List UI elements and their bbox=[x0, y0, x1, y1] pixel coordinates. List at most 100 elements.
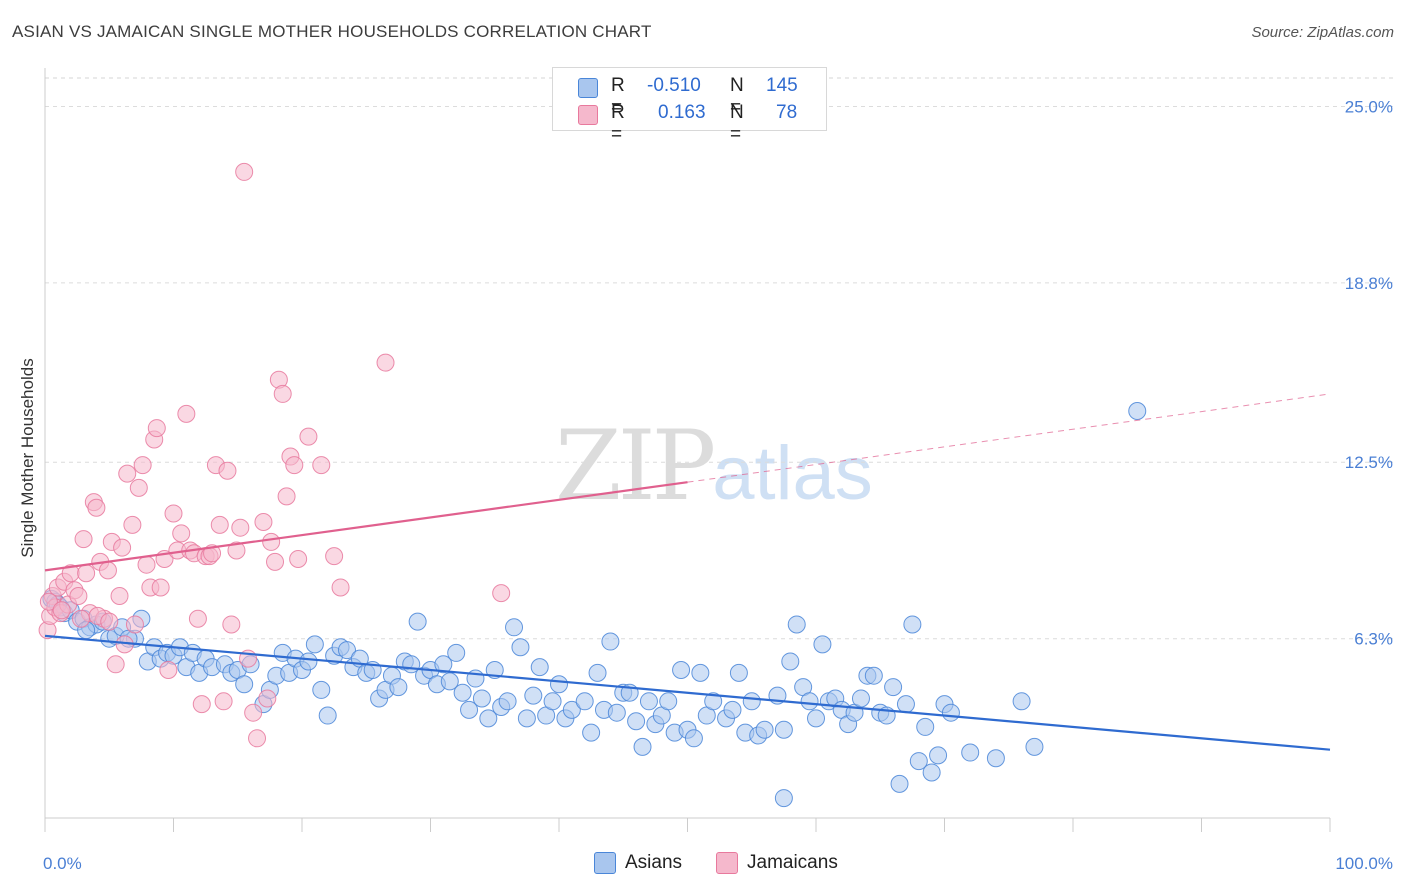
point-jamaicans bbox=[266, 552, 285, 571]
legend-n-label: N = bbox=[730, 75, 744, 118]
point-asians bbox=[460, 700, 479, 719]
chart-title: ASIAN VS JAMAICAN SINGLE MOTHER HOUSEHOL… bbox=[12, 22, 652, 41]
point-asians bbox=[1025, 737, 1044, 756]
point-jamaicans bbox=[177, 404, 196, 423]
point-asians bbox=[524, 686, 543, 705]
point-jamaicans bbox=[254, 513, 273, 531]
point-asians bbox=[941, 703, 960, 722]
point-asians bbox=[961, 743, 980, 762]
point-jamaicans bbox=[325, 547, 344, 566]
point-asians bbox=[884, 678, 903, 697]
point-jamaicans bbox=[69, 587, 88, 605]
legend-n-value: 78 bbox=[776, 102, 798, 123]
point-asians bbox=[909, 752, 928, 771]
point-asians bbox=[337, 641, 356, 660]
point-asians bbox=[986, 749, 1005, 768]
point-jamaicans bbox=[52, 601, 71, 620]
legend-r-value: 0.163 bbox=[658, 102, 706, 123]
point-asians bbox=[517, 709, 536, 728]
point-asians bbox=[807, 709, 825, 728]
point-jamaicans bbox=[147, 419, 166, 438]
point-jamaicans bbox=[74, 530, 93, 549]
point-asians bbox=[781, 652, 800, 671]
point-asians bbox=[723, 700, 742, 719]
point-asians bbox=[704, 692, 723, 711]
point-asians bbox=[729, 663, 748, 682]
point-asians bbox=[299, 652, 318, 671]
watermark-zip: ZIP bbox=[555, 410, 716, 522]
point-asians bbox=[633, 737, 652, 756]
point-asians bbox=[800, 692, 819, 711]
point-asians bbox=[787, 615, 806, 634]
y-tick-label: 6.3% bbox=[1354, 630, 1393, 649]
point-jamaicans bbox=[164, 504, 183, 523]
point-jamaicans bbox=[244, 703, 263, 722]
point-asians bbox=[453, 683, 472, 702]
legend-swatch-jamaicans bbox=[578, 105, 598, 125]
point-jamaicans bbox=[376, 353, 395, 372]
point-jamaicans bbox=[159, 661, 178, 679]
point-jamaicans bbox=[118, 464, 137, 483]
point-asians bbox=[447, 643, 466, 662]
point-jamaicans bbox=[77, 564, 96, 583]
point-jamaicans bbox=[299, 427, 318, 446]
point-asians bbox=[755, 720, 774, 739]
point-jamaicans bbox=[133, 456, 152, 475]
x-tick-label: 0.0% bbox=[43, 854, 82, 873]
point-asians bbox=[659, 692, 678, 711]
point-asians bbox=[851, 689, 870, 708]
point-asians bbox=[922, 763, 941, 782]
point-jamaicans bbox=[39, 592, 58, 611]
bottom-legend-label-jamaicans: Jamaicans bbox=[747, 852, 838, 873]
point-asians bbox=[318, 706, 337, 725]
point-asians bbox=[588, 663, 607, 682]
point-asians bbox=[235, 675, 254, 694]
point-jamaicans bbox=[137, 555, 156, 574]
point-asians bbox=[389, 678, 408, 697]
point-jamaicans bbox=[151, 578, 170, 597]
point-asians bbox=[864, 666, 883, 685]
point-asians bbox=[742, 692, 761, 711]
watermark: ZIPatlas bbox=[555, 410, 873, 522]
point-asians bbox=[929, 746, 948, 765]
legend-n-value: 145 bbox=[766, 75, 798, 96]
point-asians bbox=[627, 712, 646, 731]
point-jamaicans bbox=[331, 578, 350, 597]
point-asians bbox=[408, 612, 427, 631]
x-tick-label: 100.0% bbox=[1335, 854, 1393, 873]
legend-swatch-asians bbox=[578, 78, 598, 98]
point-jamaicans bbox=[285, 456, 304, 475]
point-asians bbox=[434, 655, 453, 674]
point-jamaicans bbox=[218, 461, 237, 480]
point-jamaicans bbox=[214, 692, 233, 711]
point-asians bbox=[601, 632, 620, 651]
trend-line-asians bbox=[44, 634, 1331, 751]
point-jamaicans bbox=[248, 729, 267, 748]
bottom-legend-swatch-asians bbox=[594, 852, 616, 874]
point-jamaicans bbox=[273, 384, 292, 403]
point-asians bbox=[562, 700, 581, 719]
point-jamaicans bbox=[98, 561, 117, 580]
point-asians bbox=[582, 723, 601, 742]
point-jamaicans bbox=[87, 498, 106, 517]
point-asians bbox=[774, 720, 793, 739]
point-asians bbox=[305, 635, 324, 654]
point-asians bbox=[672, 661, 691, 679]
point-asians bbox=[774, 789, 793, 808]
point-jamaicans bbox=[289, 550, 308, 568]
point-jamaicans bbox=[100, 612, 119, 631]
legend-r-label: R = bbox=[611, 102, 625, 145]
point-asians bbox=[903, 615, 922, 634]
point-asians bbox=[472, 689, 491, 708]
bottom-legend-swatch-jamaicans bbox=[716, 852, 738, 874]
point-asians bbox=[550, 675, 568, 694]
point-jamaicans bbox=[192, 695, 211, 714]
point-jamaicans bbox=[231, 518, 250, 537]
point-asians bbox=[312, 680, 331, 699]
point-jamaicans bbox=[172, 524, 191, 543]
point-asians bbox=[890, 774, 909, 793]
point-jamaicans bbox=[210, 515, 229, 534]
legend-r-label: R = bbox=[611, 75, 625, 118]
point-asians bbox=[1012, 692, 1031, 711]
y-tick-label: 12.5% bbox=[1345, 453, 1393, 472]
